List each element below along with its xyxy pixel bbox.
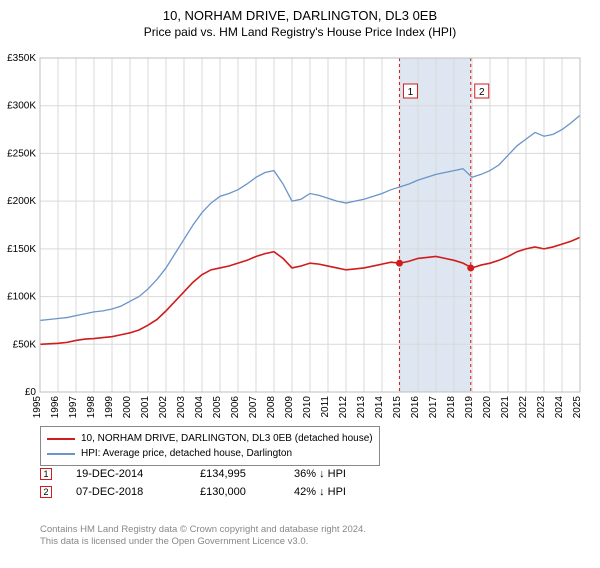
svg-text:2022: 2022 xyxy=(518,396,529,419)
svg-text:2011: 2011 xyxy=(320,396,331,418)
svg-text:£200K: £200K xyxy=(7,196,36,207)
svg-text:£100K: £100K xyxy=(7,292,36,303)
svg-text:2004: 2004 xyxy=(194,396,205,419)
legend-label: HPI: Average price, detached house, Darl… xyxy=(81,446,292,461)
svg-text:£350K: £350K xyxy=(7,53,36,64)
sales-row: 1 19-DEC-2014 £134,995 36% ↓ HPI xyxy=(40,468,374,480)
svg-text:2005: 2005 xyxy=(212,396,223,419)
svg-text:2024: 2024 xyxy=(554,396,565,419)
legend-label: 10, NORHAM DRIVE, DARLINGTON, DL3 0EB (d… xyxy=(81,431,373,446)
svg-text:2002: 2002 xyxy=(158,396,169,419)
svg-text:1: 1 xyxy=(408,87,414,98)
legend-row: 10, NORHAM DRIVE, DARLINGTON, DL3 0EB (d… xyxy=(47,431,373,446)
chart-legend: 10, NORHAM DRIVE, DARLINGTON, DL3 0EB (d… xyxy=(40,426,380,466)
svg-text:£250K: £250K xyxy=(7,148,36,159)
svg-text:2017: 2017 xyxy=(428,396,439,419)
svg-text:1996: 1996 xyxy=(50,396,61,419)
sale-date: 19-DEC-2014 xyxy=(76,468,176,480)
sale-price: £130,000 xyxy=(200,486,270,498)
svg-text:2007: 2007 xyxy=(248,396,259,419)
svg-text:2006: 2006 xyxy=(230,396,241,419)
svg-text:2001: 2001 xyxy=(140,396,151,419)
svg-text:2015: 2015 xyxy=(392,396,403,419)
svg-text:2: 2 xyxy=(479,87,485,98)
sales-table: 1 19-DEC-2014 £134,995 36% ↓ HPI 2 07-DEC-201… xyxy=(40,468,374,504)
svg-text:2025: 2025 xyxy=(572,396,583,419)
sale-hpi-diff: 36% ↓ HPI xyxy=(294,468,374,480)
svg-text:£50K: £50K xyxy=(13,339,37,350)
page-title: 10, NORHAM DRIVE, DARLINGTON, DL3 0EB xyxy=(0,8,600,23)
svg-text:2013: 2013 xyxy=(356,396,367,419)
footer-line2: This data is licensed under the Open Gov… xyxy=(40,536,366,548)
svg-text:2023: 2023 xyxy=(536,396,547,419)
price-chart: £0£50K£100K£150K£200K£250K£300K£350K1995… xyxy=(40,54,580,414)
footer-attribution: Contains HM Land Registry data © Crown c… xyxy=(40,524,366,549)
sale-marker: 1 xyxy=(40,468,52,480)
svg-text:2018: 2018 xyxy=(446,396,457,419)
svg-text:2010: 2010 xyxy=(302,396,313,419)
svg-text:2000: 2000 xyxy=(122,396,133,419)
sale-hpi-diff: 42% ↓ HPI xyxy=(294,486,374,498)
footer-line1: Contains HM Land Registry data © Crown c… xyxy=(40,524,366,536)
svg-text:1995: 1995 xyxy=(32,396,43,419)
sale-date: 07-DEC-2018 xyxy=(76,486,176,498)
svg-text:2020: 2020 xyxy=(482,396,493,419)
svg-text:2014: 2014 xyxy=(374,396,385,419)
svg-text:2008: 2008 xyxy=(266,396,277,419)
svg-text:1998: 1998 xyxy=(86,396,97,419)
svg-text:1999: 1999 xyxy=(104,396,115,419)
sale-price: £134,995 xyxy=(200,468,270,480)
svg-text:1997: 1997 xyxy=(68,396,79,419)
legend-row: HPI: Average price, detached house, Darl… xyxy=(47,446,373,461)
svg-text:£300K: £300K xyxy=(7,101,36,112)
svg-text:£150K: £150K xyxy=(7,244,36,255)
svg-text:2009: 2009 xyxy=(284,396,295,419)
svg-text:2003: 2003 xyxy=(176,396,187,419)
sale-marker: 2 xyxy=(40,486,52,498)
svg-text:2019: 2019 xyxy=(464,396,475,419)
legend-swatch xyxy=(47,438,75,440)
legend-swatch xyxy=(47,453,75,455)
svg-text:2021: 2021 xyxy=(500,396,511,419)
svg-text:2012: 2012 xyxy=(338,396,349,419)
page-subtitle: Price paid vs. HM Land Registry's House … xyxy=(0,25,600,39)
svg-text:2016: 2016 xyxy=(410,396,421,419)
sales-row: 2 07-DEC-2018 £130,000 42% ↓ HPI xyxy=(40,486,374,498)
